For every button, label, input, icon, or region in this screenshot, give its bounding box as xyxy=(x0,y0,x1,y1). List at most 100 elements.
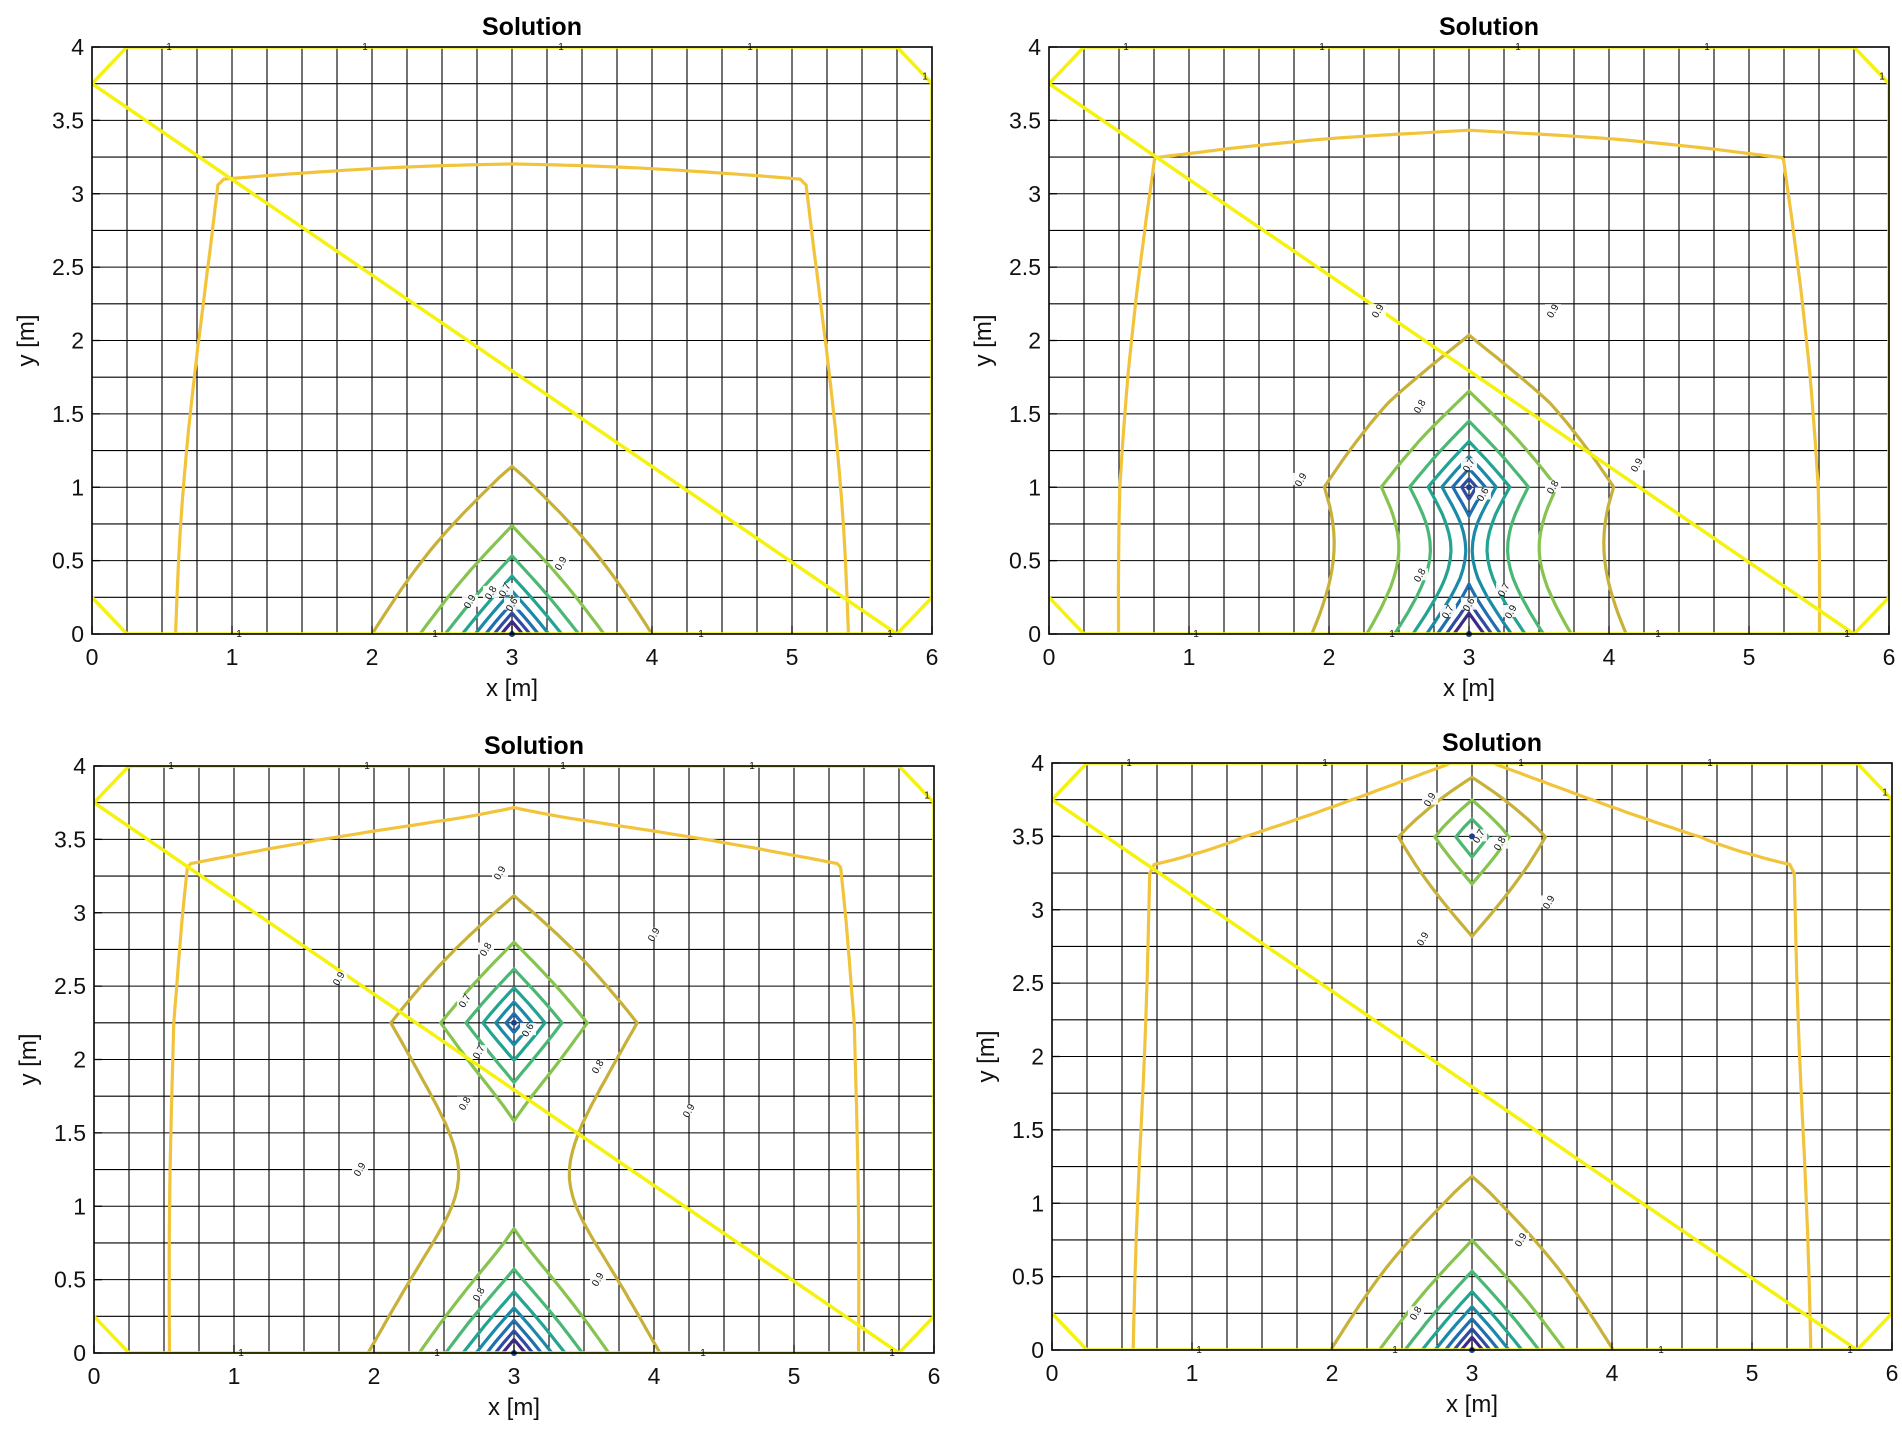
y-tick-label: 4 xyxy=(1028,34,1041,60)
x-axis-label: x [m] xyxy=(1446,1391,1498,1418)
contour-label-bg xyxy=(1545,480,1561,493)
chart-panel-3: 1 1 1 111 1 1 10.90.90.90.90.90.90.80.80.80.80… xyxy=(15,732,940,1421)
x-tick-label: 0 xyxy=(88,1363,101,1389)
y-tick-label: 2.5 xyxy=(1012,970,1044,996)
contour-level-0.1 xyxy=(1452,611,1486,634)
contour-level-0.9 xyxy=(174,162,850,634)
contour-level-0.7 xyxy=(418,524,606,634)
chart-title: Solution xyxy=(484,732,584,760)
contour-level-0.3 xyxy=(1444,1317,1500,1350)
contour-label-bg xyxy=(1408,1306,1424,1319)
contour-label-bg xyxy=(553,556,569,569)
contour-level-1-boundary xyxy=(92,47,932,634)
x-tick-label: 6 xyxy=(1886,1360,1899,1386)
y-tick-label: 4 xyxy=(71,34,84,60)
y-tick-label: 2 xyxy=(1028,328,1041,354)
contour-lines xyxy=(1052,763,1892,1350)
y-tick-label: 3.5 xyxy=(52,107,84,133)
y-tick-label: 0 xyxy=(71,621,84,647)
chart-panel-1: 1 1 1 111 1 1 10.90.90.80.70.60 1 2 3 4 5 600.511.52… xyxy=(13,13,938,702)
contour-label-bg xyxy=(590,1059,606,1072)
contour-level-0.4 xyxy=(475,1000,553,1353)
y-axis-label: y [m] xyxy=(13,315,40,367)
x-tick-label: 6 xyxy=(926,644,939,670)
x-tick-label: 5 xyxy=(788,1363,801,1389)
contour-label-bg xyxy=(457,1096,473,1109)
y-tick-label: 2.5 xyxy=(1009,254,1041,280)
contour-level-0.9 xyxy=(1116,128,1822,634)
x-tick-label: 1 xyxy=(1183,644,1196,670)
contour-level-0.6 xyxy=(1403,817,1541,1350)
contour-level-1-boundary xyxy=(1052,763,1892,1350)
y-tick-label: 2 xyxy=(71,328,84,354)
y-tick-label: 4 xyxy=(73,753,86,779)
y-tick-label: 1 xyxy=(71,474,84,500)
x-tick-label: 3 xyxy=(1463,644,1476,670)
x-tick-label: 1 xyxy=(226,644,239,670)
contour-label-bg xyxy=(483,585,499,598)
y-tick-label: 0 xyxy=(1031,1337,1044,1363)
contour-label-bg xyxy=(471,1045,487,1058)
boundary-contour-label: 1 xyxy=(1879,71,1885,82)
contour-label-bg xyxy=(1545,304,1561,317)
chart-title: Solution xyxy=(482,13,582,41)
y-tick-label: 3 xyxy=(71,181,84,207)
mesh-grid xyxy=(1049,47,1889,634)
y-tick-label: 1.5 xyxy=(52,401,84,427)
x-tick-label: 3 xyxy=(508,1363,521,1389)
contour-label-bg xyxy=(1629,458,1645,471)
y-tick-label: 0.5 xyxy=(1012,1264,1044,1290)
contour-level-0.9 xyxy=(1131,763,1813,1350)
contour-lines xyxy=(92,47,932,634)
contour-level-0.8 xyxy=(370,464,654,634)
y-tick-label: 0 xyxy=(73,1340,86,1366)
contour-label-bg xyxy=(1412,399,1428,412)
x-tick-label: 3 xyxy=(1466,1360,1479,1386)
y-axis-label: y [m] xyxy=(15,1034,42,1086)
contour-label-bg xyxy=(646,927,662,940)
y-tick-label: 1.5 xyxy=(1012,1117,1044,1143)
x-tick-label: 3 xyxy=(506,644,519,670)
x-tick-label: 4 xyxy=(1603,644,1616,670)
y-axis-label: y [m] xyxy=(970,315,997,367)
x-tick-label: 6 xyxy=(928,1363,941,1389)
y-tick-label: 0.5 xyxy=(52,548,84,574)
source-point xyxy=(511,1019,517,1026)
contour-level-0.2 xyxy=(1453,1327,1491,1350)
contour-level-0.2 xyxy=(493,611,531,634)
contour-label-bg xyxy=(331,971,347,984)
contour-label-bg xyxy=(520,1023,536,1036)
contour-label-bg xyxy=(1503,604,1519,617)
contour-lines xyxy=(94,766,934,1353)
contour-level-0.8 xyxy=(366,894,662,1353)
chart-title: Solution xyxy=(1439,13,1539,41)
contour-label-bg xyxy=(1513,1232,1529,1245)
chart-panel-2: 1 1 1 111 1 1 10.9 0.90.90.90.90.80.80.80.70.70… xyxy=(970,13,1895,702)
y-tick-label: 1 xyxy=(73,1193,86,1219)
y-tick-label: 3.5 xyxy=(1009,107,1041,133)
x-tick-label: 0 xyxy=(1046,1360,1059,1386)
mesh-grid xyxy=(94,766,934,1353)
x-axis-label: x [m] xyxy=(1443,675,1495,702)
x-tick-label: 2 xyxy=(366,644,379,670)
contour-level-0.6 xyxy=(444,967,584,1353)
y-tick-label: 3 xyxy=(1031,897,1044,923)
x-axis-label: x [m] xyxy=(488,1394,540,1421)
x-tick-label: 0 xyxy=(1043,644,1056,670)
y-tick-label: 3 xyxy=(73,900,86,926)
contour-label-bg xyxy=(1422,792,1438,805)
y-tick-label: 4 xyxy=(1031,750,1044,776)
contour-label-bg xyxy=(504,597,520,610)
y-tick-label: 2 xyxy=(1031,1044,1044,1070)
x-tick-label: 4 xyxy=(1606,1360,1619,1386)
y-tick-label: 0.5 xyxy=(54,1267,86,1293)
contour-label-bg xyxy=(1412,568,1428,581)
mesh-grid xyxy=(1052,763,1892,1350)
contour-level-0.7 xyxy=(1365,389,1573,634)
y-tick-label: 1.5 xyxy=(1009,401,1041,427)
boundary-contour-label: 1 xyxy=(1882,787,1888,798)
y-tick-label: 3.5 xyxy=(54,826,86,852)
contour-label-bg xyxy=(1471,829,1487,842)
y-tick-label: 1 xyxy=(1028,474,1041,500)
y-tick-label: 1.5 xyxy=(54,1120,86,1146)
